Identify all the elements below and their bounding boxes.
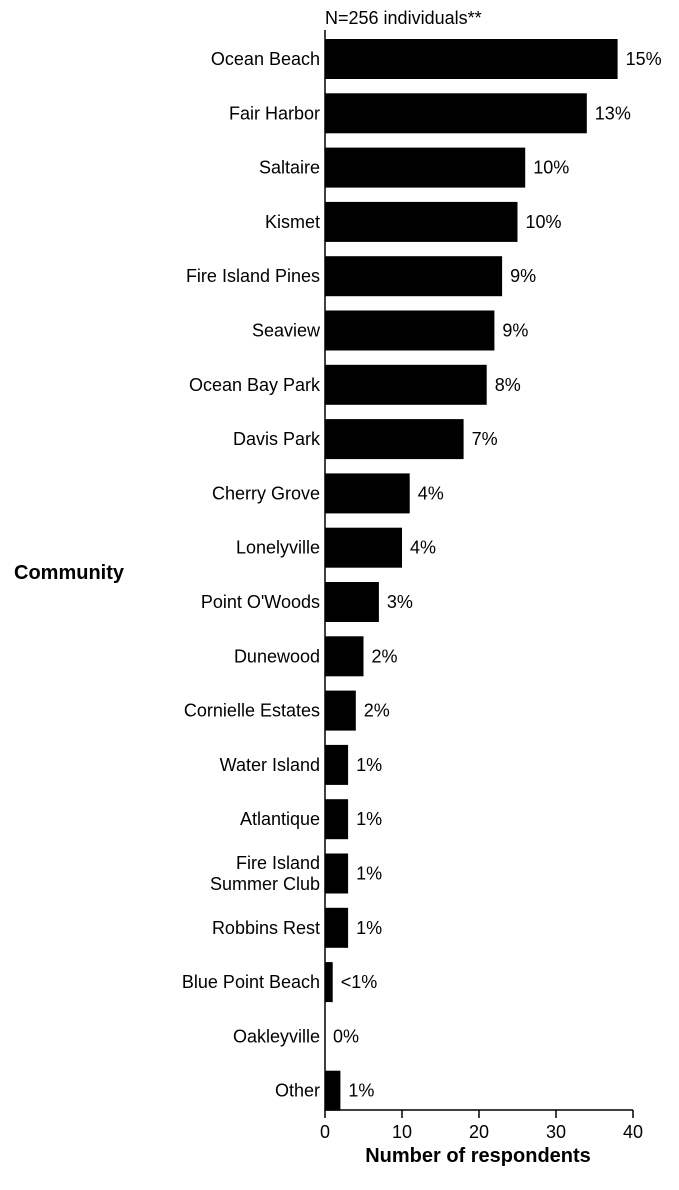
x-tick-label-40: 40 xyxy=(623,1122,643,1142)
value-label-blue-point-beach: <1% xyxy=(341,972,378,992)
value-label-dunewood: 2% xyxy=(372,646,398,666)
bar-davis-park xyxy=(325,419,464,460)
category-label-ocean-bay-park: Ocean Bay Park xyxy=(189,375,321,395)
category-label-seaview: Seaview xyxy=(252,321,321,341)
category-label-cornielle-estates: Cornielle Estates xyxy=(184,701,320,721)
bar-other xyxy=(325,1070,341,1111)
value-label-davis-park: 7% xyxy=(472,429,498,449)
bar-water-island xyxy=(325,744,349,785)
bar-saltaire xyxy=(325,147,526,188)
y-axis-title: Community xyxy=(14,562,125,584)
x-axis-title: Number of respondents xyxy=(365,1145,591,1167)
sample-size-note: N=256 individuals** xyxy=(325,8,482,28)
value-label-kismet: 10% xyxy=(526,212,562,232)
category-label-saltaire: Saltaire xyxy=(259,158,320,178)
x-tick-label-20: 20 xyxy=(469,1122,489,1142)
category-label-fire-island-summer-club: Fire Island Summer Club xyxy=(210,853,320,894)
bar-fire-island-pines xyxy=(325,256,503,297)
category-label-fire-island-pines: Fire Island Pines xyxy=(186,266,320,286)
value-label-ocean-bay-park: 8% xyxy=(495,375,521,395)
value-label-seaview: 9% xyxy=(502,321,528,341)
value-label-water-island: 1% xyxy=(356,755,382,775)
value-label-oakleyville: 0% xyxy=(333,1026,359,1046)
bar-cornielle-estates xyxy=(325,690,356,731)
bar-seaview xyxy=(325,310,495,351)
category-label-robbins-rest: Robbins Rest xyxy=(212,918,320,938)
x-tick-label-30: 30 xyxy=(546,1122,566,1142)
bar-kismet xyxy=(325,201,518,242)
bar-atlantique xyxy=(325,799,349,840)
value-label-fire-island-pines: 9% xyxy=(510,266,536,286)
value-label-robbins-rest: 1% xyxy=(356,918,382,938)
category-label-point-o-woods: Point O'Woods xyxy=(201,592,320,612)
value-label-other: 1% xyxy=(348,1081,374,1101)
value-label-lonelyville: 4% xyxy=(410,538,436,558)
category-labels-group: Ocean Beach Fair Harbor Saltaire Kismet Fire… xyxy=(182,49,321,1101)
category-label-fair-harbor: Fair Harbor xyxy=(229,103,320,123)
category-label-atlantique: Atlantique xyxy=(240,809,320,829)
bars-group xyxy=(325,39,618,1111)
bar-ocean-beach xyxy=(325,39,618,79)
value-label-cherry-grove: 4% xyxy=(418,483,444,503)
category-label-ocean-beach: Ocean Beach xyxy=(211,49,320,69)
value-label-saltaire: 10% xyxy=(533,158,569,178)
category-label-kismet: Kismet xyxy=(265,212,320,232)
category-label-davis-park: Davis Park xyxy=(233,429,321,449)
x-axis-ticks: 0 10 20 30 40 xyxy=(320,1110,643,1142)
bar-dunewood xyxy=(325,636,364,677)
bar-cherry-grove xyxy=(325,473,410,514)
bar-ocean-bay-park xyxy=(325,364,487,405)
value-label-point-o-woods: 3% xyxy=(387,592,413,612)
category-label-dunewood: Dunewood xyxy=(234,646,320,666)
bar-blue-point-beach xyxy=(325,962,333,1003)
category-label-blue-point-beach: Blue Point Beach xyxy=(182,972,320,992)
bar-fair-harbor xyxy=(325,93,587,134)
value-label-cornielle-estates: 2% xyxy=(364,701,390,721)
x-tick-label-10: 10 xyxy=(392,1122,412,1142)
category-label-oakleyville: Oakleyville xyxy=(233,1026,320,1046)
x-tick-label-0: 0 xyxy=(320,1122,330,1142)
value-label-ocean-beach: 15% xyxy=(626,49,662,69)
category-label-cherry-grove: Cherry Grove xyxy=(212,483,320,503)
bar-robbins-rest xyxy=(325,907,349,948)
value-label-fair-harbor: 13% xyxy=(595,103,631,123)
bar-point-o-woods xyxy=(325,582,379,622)
value-label-atlantique: 1% xyxy=(356,809,382,829)
bar-lonelyville xyxy=(325,527,402,568)
value-labels-group: 15% 13% 10% 10% 9% 9% 8% 7% 4% 4% 3% 2% 2% 1% 1% 1% 1% <1… xyxy=(333,49,662,1101)
value-label-fire-island-summer-club: 1% xyxy=(356,864,382,884)
category-label-other: Other xyxy=(275,1081,320,1101)
category-label-water-island: Water Island xyxy=(220,755,320,775)
category-label-lonelyville: Lonelyville xyxy=(236,538,320,558)
bar-fire-island-summer-club xyxy=(325,853,349,894)
